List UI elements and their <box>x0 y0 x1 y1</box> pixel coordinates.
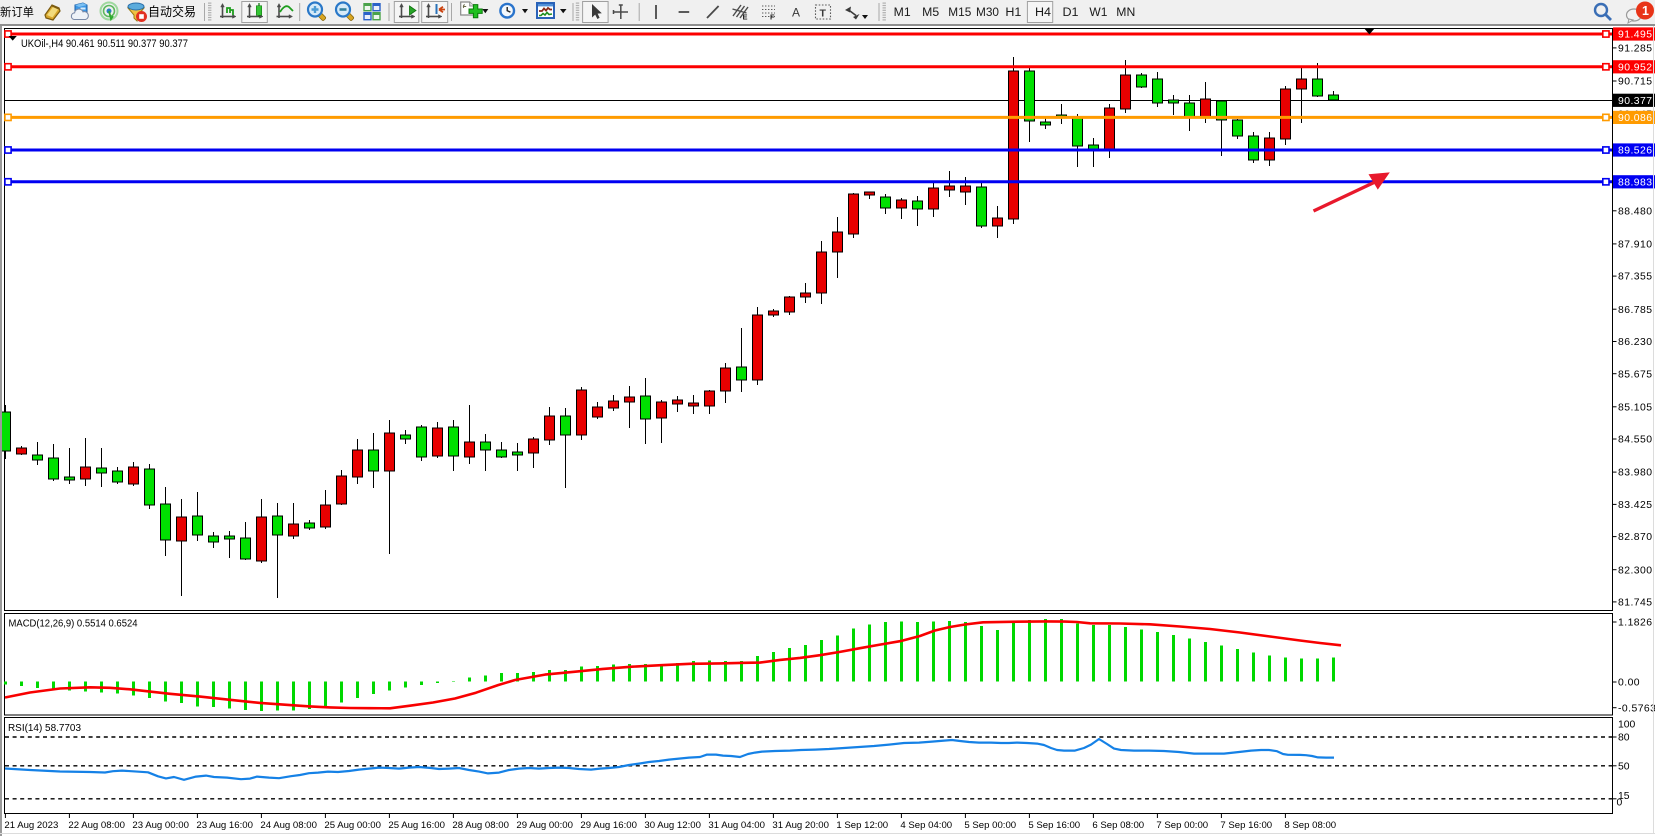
svg-text:0.00: 0.00 <box>1618 678 1640 689</box>
svg-text:85.675: 85.675 <box>1618 369 1652 380</box>
svg-text:1.1826: 1.1826 <box>1618 618 1652 629</box>
svg-text:D1: D1 <box>1063 7 1079 19</box>
svg-text:90.715: 90.715 <box>1618 77 1652 88</box>
svg-text:83.425: 83.425 <box>1618 500 1652 511</box>
svg-text:H4: H4 <box>1035 7 1052 19</box>
svg-text:29 Aug 00:00: 29 Aug 00:00 <box>516 820 573 831</box>
svg-text:15: 15 <box>1618 791 1630 802</box>
svg-text:83.980: 83.980 <box>1618 468 1652 479</box>
svg-text:84.550: 84.550 <box>1618 435 1652 446</box>
svg-text:7 Sep 00:00: 7 Sep 00:00 <box>1156 820 1208 831</box>
svg-text:1 Sep 12:00: 1 Sep 12:00 <box>836 820 888 831</box>
svg-text:T: T <box>820 8 827 20</box>
svg-text:30 Aug 12:00: 30 Aug 12:00 <box>644 820 701 831</box>
svg-text:M1: M1 <box>894 7 911 19</box>
svg-text:0: 0 <box>1617 798 1623 809</box>
svg-text:4 Sep 04:00: 4 Sep 04:00 <box>900 820 952 831</box>
svg-text:M5: M5 <box>922 7 939 19</box>
svg-text:31 Aug 20:00: 31 Aug 20:00 <box>772 820 829 831</box>
svg-text:-0.5763: -0.5763 <box>1618 703 1655 714</box>
svg-text:8 Sep 08:00: 8 Sep 08:00 <box>1284 820 1336 831</box>
svg-text:1: 1 <box>1642 4 1649 18</box>
svg-text:A: A <box>792 6 800 20</box>
svg-text:81.745: 81.745 <box>1618 598 1652 609</box>
svg-text:MN: MN <box>1116 7 1135 19</box>
svg-text:82.870: 82.870 <box>1618 532 1652 543</box>
svg-text:RSI(14) 58.7703: RSI(14) 58.7703 <box>8 723 81 734</box>
svg-text:新订单: 新订单 <box>0 5 34 19</box>
svg-text:91.495: 91.495 <box>1618 30 1652 41</box>
svg-text:90.377: 90.377 <box>1618 96 1652 107</box>
svg-text:H1: H1 <box>1005 7 1021 19</box>
svg-text:MACD(12,26,9) 0.5514 0.6524: MACD(12,26,9) 0.5514 0.6524 <box>9 619 138 630</box>
svg-text:87.910: 87.910 <box>1618 240 1652 251</box>
svg-text:90.086: 90.086 <box>1618 113 1652 124</box>
svg-text:M15: M15 <box>948 7 971 19</box>
svg-text:UKOil-,H4 90.461 90.511 90.37: UKOil-,H4 90.461 90.511 90.377 90.377 <box>21 38 188 50</box>
svg-text:88.480: 88.480 <box>1618 206 1652 217</box>
svg-text:90.952: 90.952 <box>1618 63 1652 74</box>
svg-text:25 Aug 16:00: 25 Aug 16:00 <box>388 820 445 831</box>
svg-text:100: 100 <box>1618 719 1636 730</box>
svg-text:88.983: 88.983 <box>1618 178 1652 189</box>
svg-text:50: 50 <box>1618 761 1630 772</box>
svg-text:23 Aug 16:00: 23 Aug 16:00 <box>196 820 253 831</box>
svg-text:89.526: 89.526 <box>1618 146 1652 157</box>
svg-text:22 Aug 08:00: 22 Aug 08:00 <box>68 820 125 831</box>
svg-text:86.230: 86.230 <box>1618 337 1652 348</box>
svg-text:自动交易: 自动交易 <box>148 4 196 19</box>
svg-text:24 Aug 08:00: 24 Aug 08:00 <box>260 820 317 831</box>
svg-text:23 Aug 00:00: 23 Aug 00:00 <box>132 820 189 831</box>
svg-text:7 Sep 16:00: 7 Sep 16:00 <box>1220 820 1272 831</box>
svg-text:85.105: 85.105 <box>1618 402 1652 413</box>
svg-text:M30: M30 <box>976 7 999 19</box>
svg-text:25 Aug 00:00: 25 Aug 00:00 <box>324 820 381 831</box>
svg-text:29 Aug 16:00: 29 Aug 16:00 <box>580 820 637 831</box>
svg-text:82.300: 82.300 <box>1618 565 1652 576</box>
svg-text:87.355: 87.355 <box>1618 272 1652 283</box>
svg-text:28 Aug 08:00: 28 Aug 08:00 <box>452 820 509 831</box>
svg-text:86.785: 86.785 <box>1618 305 1652 316</box>
svg-text:21 Aug 2023: 21 Aug 2023 <box>4 820 58 831</box>
svg-text:E: E <box>743 13 748 22</box>
svg-text:5 Sep 00:00: 5 Sep 00:00 <box>964 820 1016 831</box>
svg-text:F: F <box>770 13 775 22</box>
svg-text:W1: W1 <box>1089 7 1107 19</box>
svg-text:6 Sep 08:00: 6 Sep 08:00 <box>1092 820 1144 831</box>
svg-text:91.285: 91.285 <box>1618 44 1652 55</box>
svg-text:80: 80 <box>1618 733 1630 744</box>
svg-text:5 Sep 16:00: 5 Sep 16:00 <box>1028 820 1080 831</box>
svg-text:31 Aug 04:00: 31 Aug 04:00 <box>708 820 765 831</box>
